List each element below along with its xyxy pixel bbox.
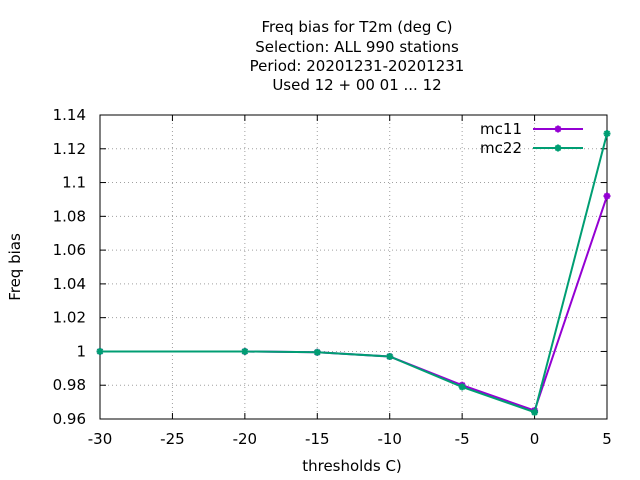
marker-stroke [314, 349, 321, 356]
y-tick-label: 0.98 [53, 376, 86, 394]
y-axis-label: Freq bias [6, 233, 24, 301]
y-tick-label: 1.14 [53, 106, 86, 124]
series-lines [96, 130, 611, 416]
x-axis-label: thresholds C) [302, 457, 402, 475]
x-tick-label: 5 [602, 430, 612, 448]
marker-stroke [241, 348, 249, 355]
y-tick-label: 1.02 [53, 309, 86, 327]
data-point-mc22 [386, 353, 394, 361]
marker-stroke [386, 353, 393, 360]
y-tick-label: 1 [76, 342, 86, 360]
y-tick-label: 1.08 [53, 207, 86, 225]
marker-stroke [531, 409, 538, 416]
title-line-3: Period: 20201231-20201231 [250, 57, 465, 75]
x-tick-label: 0 [530, 430, 540, 448]
x-tick-label: -15 [305, 430, 330, 448]
series-line-mc22 [100, 133, 608, 414]
grid-lines [100, 115, 607, 419]
marker-stroke [603, 192, 611, 200]
y-tick-label: 1.1 [62, 174, 86, 192]
axis-ticks [99, 114, 608, 420]
marker-stroke [554, 144, 562, 152]
marker-stroke [603, 130, 611, 137]
title-line-4: Used 12 + 00 01 ... 12 [272, 76, 441, 94]
title-line-1: Freq bias for T2m (deg C) [261, 18, 452, 36]
y-tick-label: 0.96 [53, 410, 86, 428]
marker-stroke [554, 125, 562, 133]
title-line-2: Selection: ALL 990 stations [255, 38, 459, 56]
x-tick-label: -30 [88, 430, 113, 448]
plot-frame [99, 114, 608, 420]
x-tick-label: -5 [455, 430, 470, 448]
data-point-mc22 [458, 383, 466, 391]
y-tick-labels: 0.96 0.98 1 1.02 1.04 1.06 1.08 1.1 1.12 1.14 [53, 106, 86, 428]
y-tick-label: 1.12 [53, 140, 86, 158]
chart-title: Freq bias for T2m (deg C) Selection: ALL… [250, 18, 465, 94]
legend-marker-mc11 [554, 125, 562, 133]
data-point-mc22 [603, 130, 611, 138]
x-tick-label: -10 [377, 430, 402, 448]
marker-stroke [458, 383, 466, 391]
data-point-mc22 [313, 348, 321, 356]
data-point-mc22 [241, 347, 249, 355]
x-tick-label: -25 [160, 430, 185, 448]
y-tick-label: 1.04 [53, 275, 86, 293]
marker-stroke [96, 348, 104, 355]
data-point-mc22 [96, 347, 104, 355]
data-point-mc22 [531, 408, 539, 416]
legend-marker-mc22 [554, 144, 562, 152]
data-point-mc11 [603, 192, 611, 200]
x-tick-label: -20 [233, 430, 258, 448]
y-tick-label: 1.06 [53, 241, 86, 259]
x-tick-labels: -30 -25 -20 -15 -10 -5 0 5 [88, 430, 612, 448]
legend-label-mc22: mc22 [480, 139, 522, 157]
legend-label-mc11: mc11 [480, 120, 522, 138]
series-line-mc11 [100, 195, 608, 412]
